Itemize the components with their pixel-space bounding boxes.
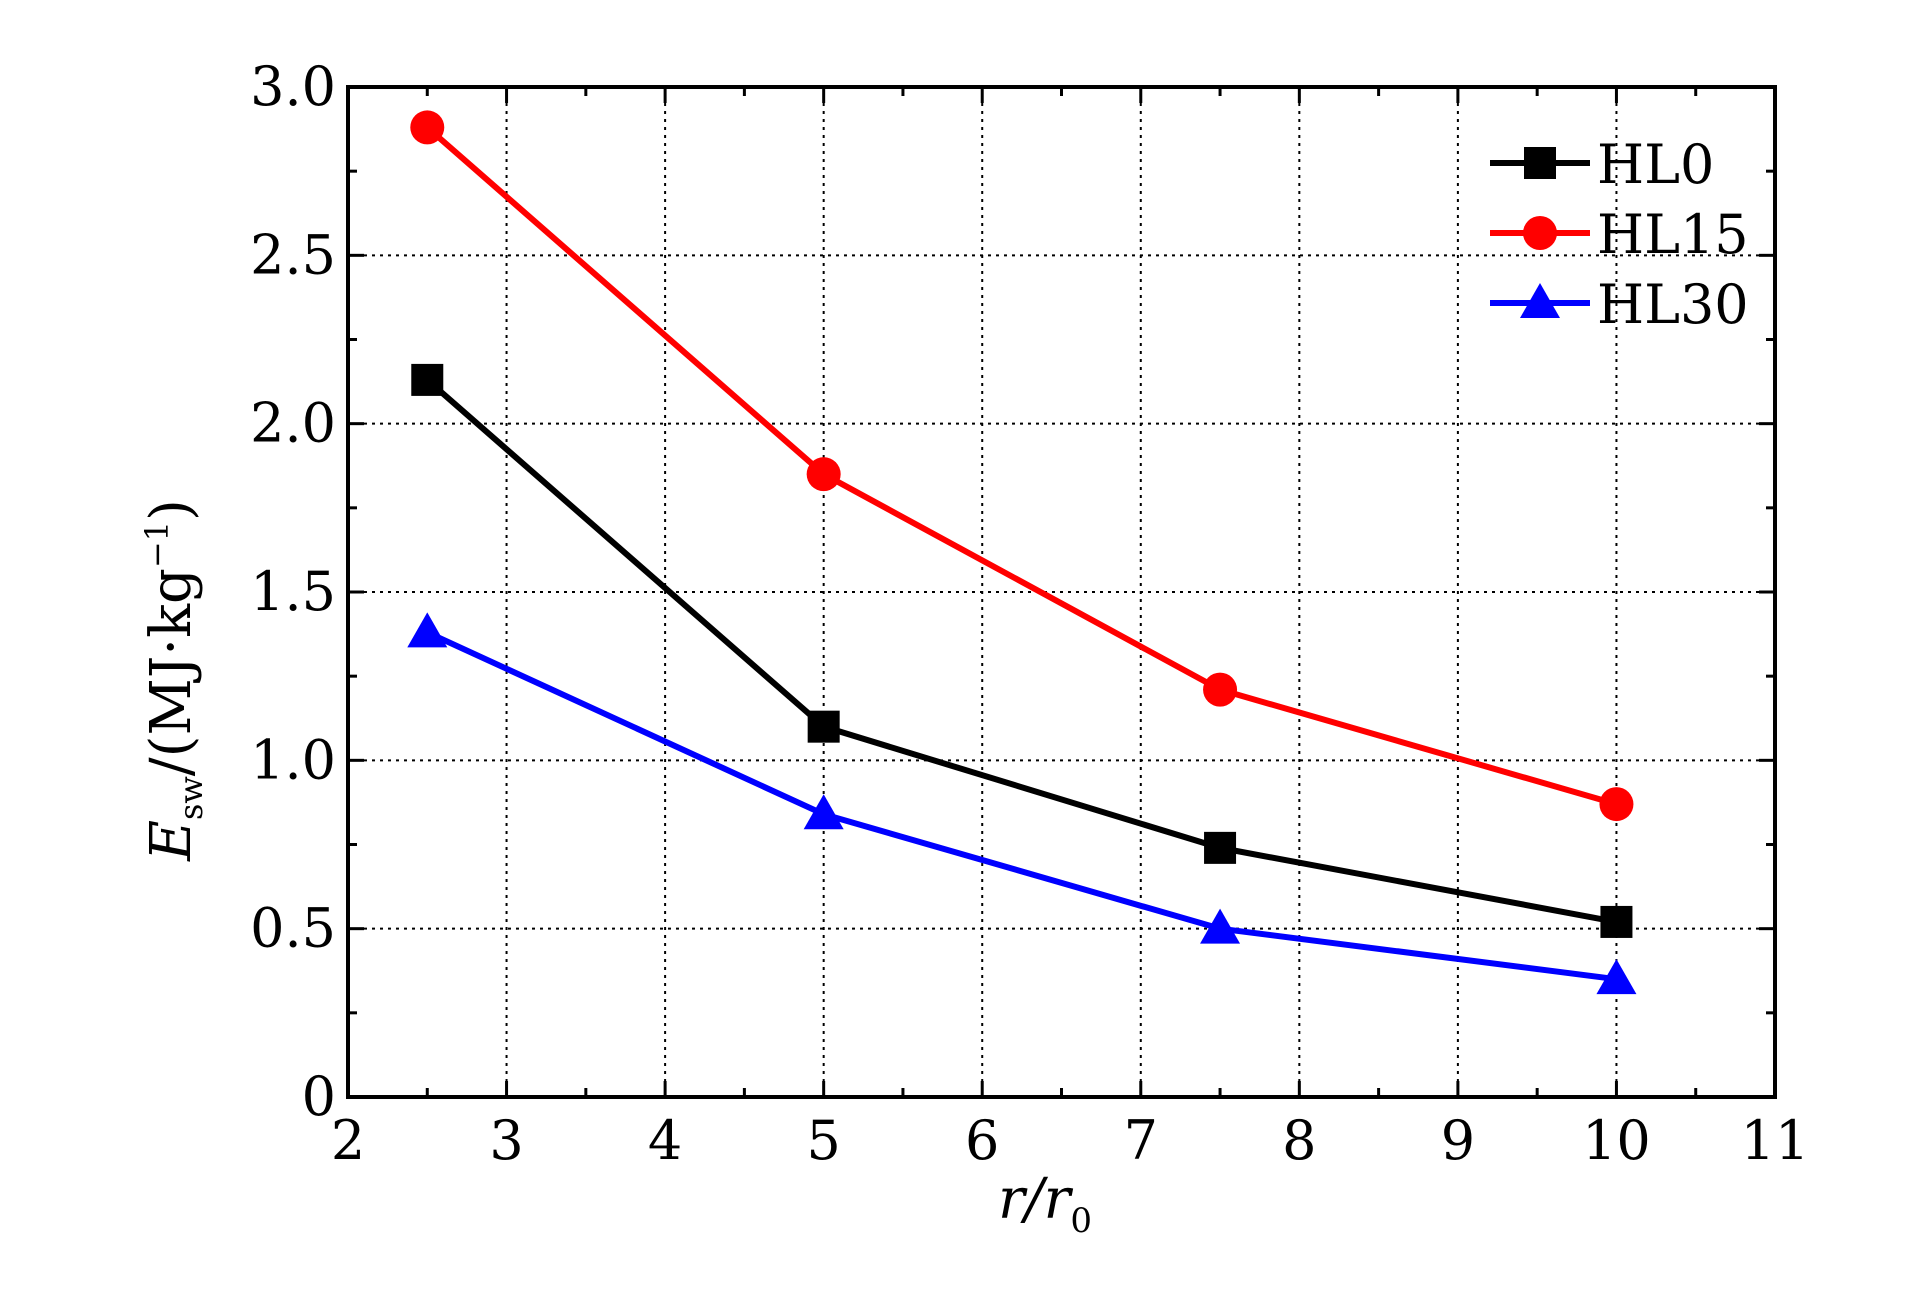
data-point-hl0 xyxy=(807,710,840,743)
legend-label-hl0: HL0 xyxy=(1597,133,1714,196)
legend-label-hl15: HL15 xyxy=(1597,203,1749,266)
x-tick-label: 5 xyxy=(806,1109,840,1172)
series-hl15 xyxy=(410,110,1634,822)
grid xyxy=(348,87,1775,1097)
y-tick-label: 1.0 xyxy=(250,728,336,791)
y-tick-label: 3.0 xyxy=(250,55,336,118)
series-hl0 xyxy=(411,363,1633,938)
series-layer xyxy=(407,110,1637,995)
legend-marker-hl0 xyxy=(1524,147,1556,179)
series-line-hl0 xyxy=(425,377,1617,925)
legend-label-hl30: HL30 xyxy=(1597,273,1749,336)
axis-ticks xyxy=(346,85,1777,1099)
x-tick-label: 10 xyxy=(1582,1109,1651,1172)
y-tick-label: 0.5 xyxy=(250,897,336,960)
y-axis-title-close: ) xyxy=(139,499,204,521)
data-point-hl30 xyxy=(407,612,448,648)
data-point-hl30 xyxy=(1200,908,1241,944)
x-tick-label: 2 xyxy=(331,1109,365,1172)
legend-item-hl30: HL30 xyxy=(1490,273,1749,336)
y-tick-label: 1.5 xyxy=(250,560,336,623)
legend: HL0 HL15 HL30 xyxy=(1490,133,1749,336)
series-hl30 xyxy=(407,612,1637,995)
legend-item-hl15: HL15 xyxy=(1490,203,1749,266)
data-point-hl0 xyxy=(1600,905,1633,938)
data-point-hl15 xyxy=(1599,787,1634,822)
series-line-hl30 xyxy=(426,629,1617,983)
data-point-hl30 xyxy=(1596,959,1637,995)
x-axis-title-main: r/r xyxy=(998,1167,1074,1232)
series-line-hl15 xyxy=(425,125,1618,807)
y-axis-title: Esw/(MJ·kg−1) xyxy=(138,499,210,862)
data-point-hl15 xyxy=(806,457,841,492)
y-tick-label: 2.0 xyxy=(250,392,336,455)
x-axis-title: r/r0 xyxy=(998,1167,1092,1241)
data-point-hl15 xyxy=(410,110,445,145)
y-tick-label: 2.5 xyxy=(250,223,336,286)
y-axis-title-unit: /(MJ·kg xyxy=(139,568,204,776)
data-point-hl15 xyxy=(1203,672,1238,707)
y-axis-title-superscript: −1 xyxy=(138,521,176,568)
legend-marker-hl30 xyxy=(1520,283,1560,318)
y-axis-title-main: E xyxy=(139,820,204,862)
x-tick-label: 7 xyxy=(1124,1109,1158,1172)
x-tick-label: 8 xyxy=(1282,1109,1316,1172)
x-tick-label: 11 xyxy=(1741,1109,1810,1172)
y-tick-label: 0 xyxy=(302,1065,336,1128)
data-point-hl0 xyxy=(411,363,444,396)
x-tick-labels: 2 3 4 5 6 7 8 9 10 11 xyxy=(331,1109,1810,1172)
x-tick-label: 9 xyxy=(1441,1109,1475,1172)
legend-marker-hl15 xyxy=(1523,216,1557,250)
x-tick-label: 4 xyxy=(648,1109,682,1172)
x-axis-title-subscript: 0 xyxy=(1070,1201,1092,1241)
y-axis-title-subscript: sw xyxy=(172,776,210,820)
y-tick-labels: 0 0.5 1.0 1.5 2.0 2.5 3.0 xyxy=(250,55,336,1128)
data-point-hl0 xyxy=(1204,831,1237,864)
data-point-hl30 xyxy=(803,794,844,830)
x-tick-label: 3 xyxy=(489,1109,523,1172)
x-tick-label: 6 xyxy=(965,1109,999,1172)
legend-item-hl0: HL0 xyxy=(1490,133,1714,196)
